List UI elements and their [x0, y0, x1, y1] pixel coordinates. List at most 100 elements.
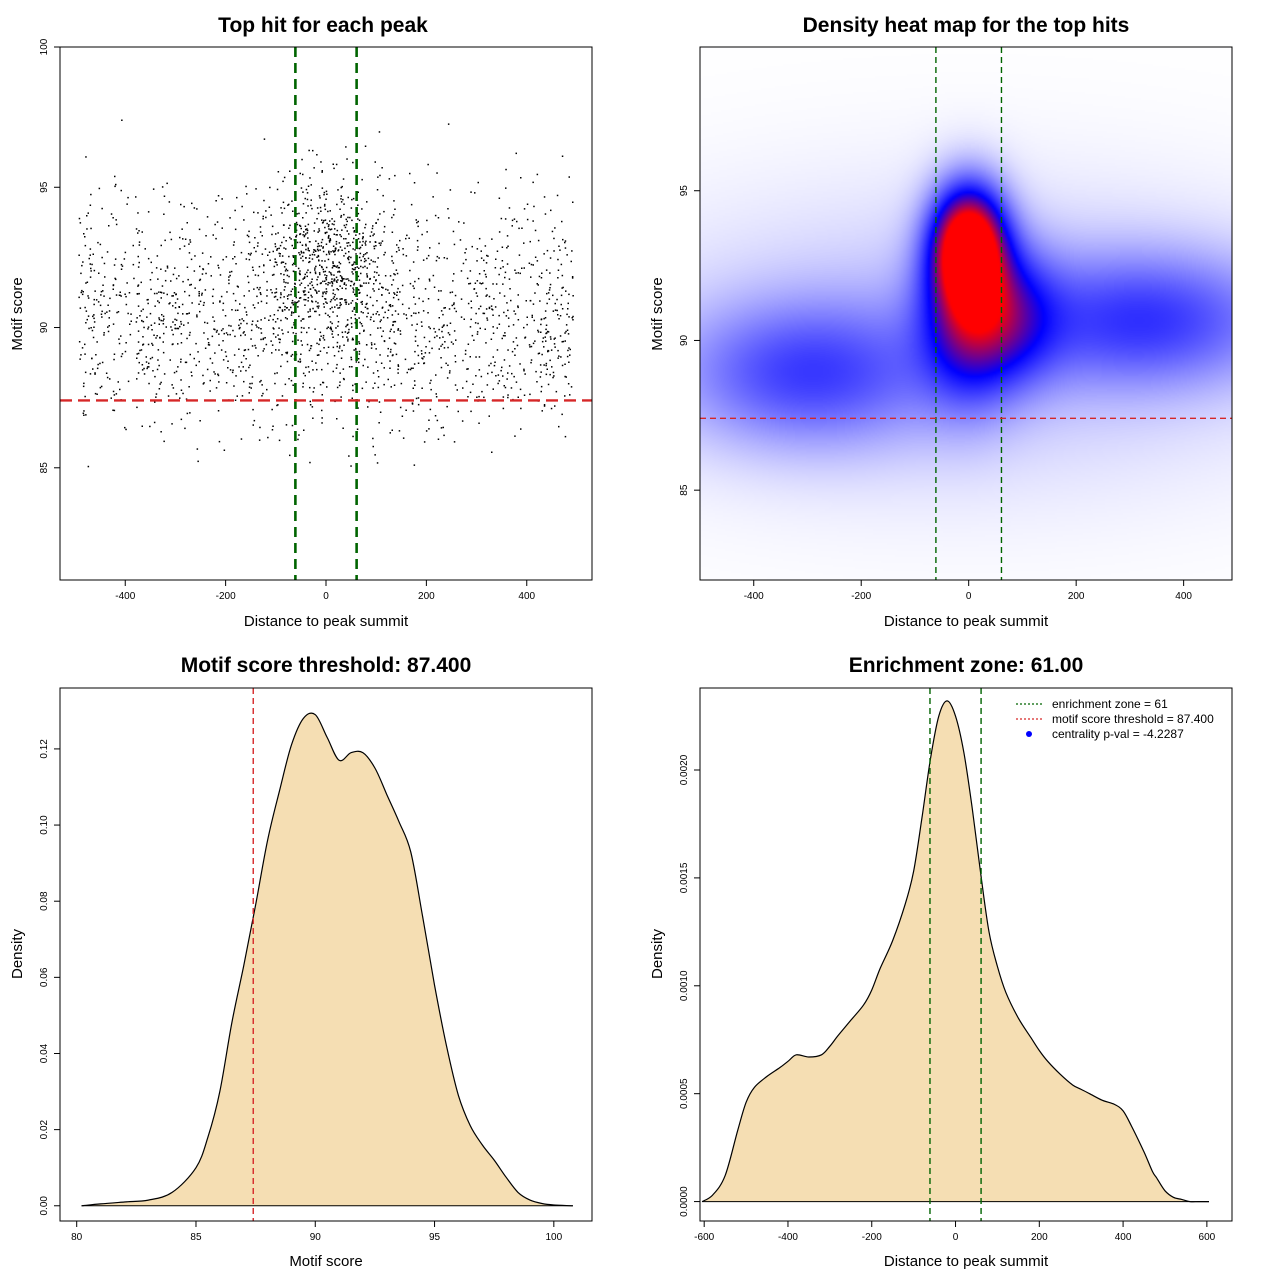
scatter-point [385, 301, 387, 303]
scatter-point [403, 313, 405, 315]
scatter-point [464, 353, 467, 355]
scatter-point [523, 368, 525, 371]
scatter-point [568, 347, 570, 349]
scatter-point [423, 336, 426, 339]
scatter-point [283, 236, 285, 239]
scatter-point [199, 300, 202, 303]
scatter-point [437, 217, 440, 219]
scatter-point [314, 289, 316, 291]
scatter-point [530, 359, 533, 361]
scatter-point [319, 282, 322, 285]
scatter-point [195, 342, 197, 345]
scatter-point [454, 294, 457, 297]
scatter-point [125, 342, 127, 344]
scatter-point [564, 340, 566, 342]
scatter-point [310, 345, 312, 347]
scatter-point [85, 282, 87, 284]
scatter-point [482, 282, 484, 284]
scatter-point [417, 277, 420, 280]
scatter-point [346, 319, 349, 321]
scatter-point [279, 306, 281, 309]
scatter-point [541, 353, 543, 356]
scatter-point [413, 464, 416, 466]
scatter-point [485, 342, 487, 344]
scatter-point [392, 296, 395, 299]
scatter-point [241, 395, 244, 397]
scatter-point [517, 294, 519, 296]
scatter-point [276, 248, 279, 250]
scatter-point [357, 238, 360, 240]
scatter-point [413, 363, 416, 365]
scatter-point [379, 174, 381, 177]
scatter-point [186, 412, 189, 415]
scatter-point [317, 254, 320, 257]
scatter-point [379, 327, 382, 329]
scatter-point [341, 277, 343, 279]
scatter-point [388, 337, 391, 339]
scatter-point [343, 224, 346, 227]
scatter-point [142, 320, 145, 323]
scatter-point [319, 273, 321, 276]
scatter-point [366, 275, 368, 277]
scatter-point [248, 366, 250, 369]
scatter-point [299, 284, 301, 286]
scatter-point [347, 331, 350, 333]
scatter-point [259, 226, 262, 228]
scatter-point [230, 325, 232, 327]
scatter-point [305, 233, 307, 235]
scatter-point [401, 284, 404, 287]
scatter-point [89, 204, 92, 206]
scatter-point [262, 215, 264, 218]
scatter-point [532, 220, 534, 222]
scatter-point [168, 201, 171, 203]
scatter-point [190, 283, 192, 286]
scatter-point [273, 296, 276, 298]
scatter-point [327, 210, 329, 213]
scatter-point [476, 396, 478, 398]
scatter-point [502, 407, 505, 410]
scatter-point [467, 396, 469, 398]
scatter-point [358, 247, 361, 250]
scatter-point [447, 208, 449, 210]
scatter-point [299, 225, 302, 227]
scatter-point [316, 368, 318, 371]
scatter-point [518, 254, 521, 256]
scatter-point [557, 357, 559, 359]
scatter-point [360, 259, 362, 262]
scatter-point [351, 310, 354, 312]
enrichment-density-axes: -600 -400 -200 0 200 400 6000.00000.00050.0010… [679, 754, 1216, 1243]
scatter-point [164, 279, 167, 282]
scatter-point [469, 356, 471, 358]
scatter-point [174, 324, 176, 326]
scatter-point [99, 304, 102, 307]
scatter-point [335, 234, 337, 236]
scatter-point [330, 327, 332, 330]
scatter-point [320, 161, 322, 163]
scatter-point [567, 383, 570, 385]
scatter-point [412, 387, 414, 389]
scatter-point [337, 307, 339, 309]
scatter-point [319, 383, 322, 386]
scatter-point [279, 253, 281, 255]
scatter-point [480, 375, 483, 378]
scatter-point [336, 341, 339, 344]
scatter-point [554, 337, 556, 339]
scatter-point [347, 242, 350, 244]
scatter-point [564, 247, 567, 249]
scatter-point [180, 342, 183, 344]
scatter-point [448, 217, 450, 219]
scatter-point [325, 301, 327, 303]
scatter-point [137, 341, 140, 343]
scatter-point [160, 381, 162, 384]
scatter-point [313, 230, 315, 232]
scatter-point [472, 383, 474, 385]
scatter-point [338, 384, 341, 387]
scatter-point [317, 276, 319, 278]
scatter-point [86, 318, 88, 321]
scatter-point [362, 236, 364, 238]
scatter-point [346, 336, 348, 338]
scatter-point [316, 248, 319, 251]
scatter-point [141, 364, 144, 366]
scatter-point [378, 131, 381, 133]
scatter-point [324, 231, 327, 234]
